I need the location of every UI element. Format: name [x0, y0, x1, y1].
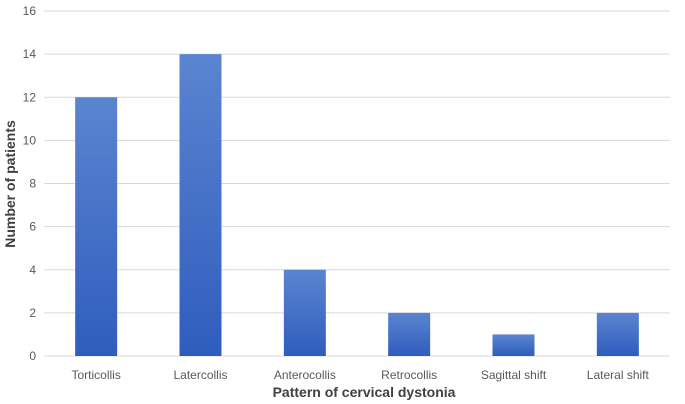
bar-torticollis [75, 97, 118, 356]
bar-latercollis [179, 54, 222, 356]
bar-sagittal-shift [492, 334, 535, 356]
bar-lateral-shift [596, 312, 639, 356]
gridlines [44, 10, 670, 357]
bar-retrocollis [388, 312, 431, 356]
x-tick-label: Lateral shift [587, 368, 650, 382]
y-tick-label: 12 [23, 90, 37, 104]
bar-anterocollis [283, 269, 326, 356]
x-tick-label: Anterocollis [274, 368, 336, 382]
y-axis-title: Number of patients [2, 120, 18, 248]
x-tick-label: Sagittal shift [481, 368, 547, 382]
y-tick-label: 6 [29, 220, 36, 234]
y-tick-label: 2 [29, 306, 36, 320]
x-tick-label: Retrocollis [381, 368, 437, 382]
y-axis-ticks: 0 2 4 6 8 10 12 14 16 [23, 4, 37, 363]
x-axis-title: Pattern of cervical dystonia [273, 384, 456, 400]
x-tick-label: Torticollis [71, 368, 120, 382]
x-tick-label: Latercollis [173, 368, 227, 382]
x-axis-ticks: Torticollis Latercollis Anterocollis Retroc… [71, 368, 649, 382]
y-tick-label: 14 [23, 47, 37, 61]
bars [75, 54, 639, 356]
y-tick-label: 16 [23, 4, 37, 18]
y-tick-label: 8 [29, 177, 36, 191]
y-tick-label: 0 [29, 349, 36, 363]
y-tick-label: 10 [23, 133, 37, 147]
y-tick-label: 4 [29, 263, 36, 277]
